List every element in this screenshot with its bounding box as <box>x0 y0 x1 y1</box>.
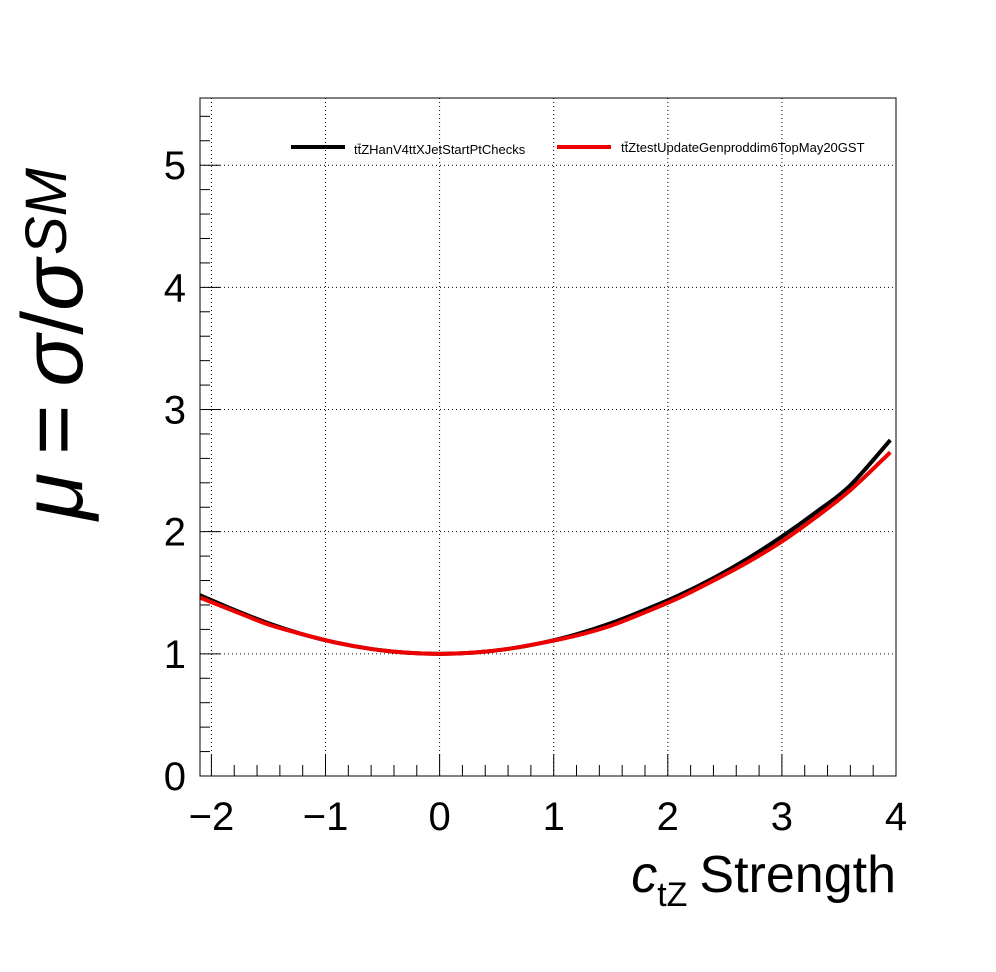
tick-labels: −2 −1 0 1 2 3 4 0 1 2 3 4 5 <box>164 144 907 839</box>
y-tick-label-0: 0 <box>164 755 186 799</box>
plot-frame <box>199 97 897 777</box>
y-tick-label-2: 2 <box>164 511 186 555</box>
legend: tt̄ZHanV4ttXJetStartPtChecks tt̄ZtestUpd… <box>291 140 865 157</box>
legend-label-series-1: tt̄ZHanV4ttXJetStartPtChecks <box>354 142 526 157</box>
x-axis-title: ctZ Strength <box>631 846 896 914</box>
y-axis-subscript: SM <box>14 167 79 255</box>
x-tick-label-1: −1 <box>303 795 349 839</box>
grid <box>200 98 897 777</box>
x-axis-text: Strength <box>699 846 896 904</box>
series-group <box>199 438 892 656</box>
x-tick-label-6: 4 <box>885 795 907 839</box>
series-line-2 <box>199 450 892 656</box>
y-axis-equals: = <box>5 405 101 455</box>
y-tick-label-4: 4 <box>164 266 186 310</box>
x-tick-label-2: 0 <box>428 795 450 839</box>
x-tick-label-3: 1 <box>543 795 565 839</box>
x-axis-symbol: c <box>631 846 657 904</box>
y-tick-label-5: 5 <box>164 144 186 188</box>
x-tick-label-4: 2 <box>657 795 679 839</box>
ticks <box>200 115 897 777</box>
x-axis-subscript: tZ <box>657 876 687 914</box>
y-axis-title: μ=σ/σSM <box>5 167 101 522</box>
x-tick-label-5: 3 <box>771 795 793 839</box>
x-tick-label-0: −2 <box>189 795 235 839</box>
y-axis-mu: μ <box>5 473 101 522</box>
y-tick-label-3: 3 <box>164 389 186 433</box>
legend-label-series-2: tt̄ZtestUpdateGenproddim6TopMay20GST <box>621 140 865 155</box>
y-axis-sigma: σ <box>5 332 101 387</box>
y-axis-sigma-sm: σ <box>5 256 101 311</box>
y-tick-label-1: 1 <box>164 633 186 677</box>
y-axis-slash: / <box>5 311 101 335</box>
